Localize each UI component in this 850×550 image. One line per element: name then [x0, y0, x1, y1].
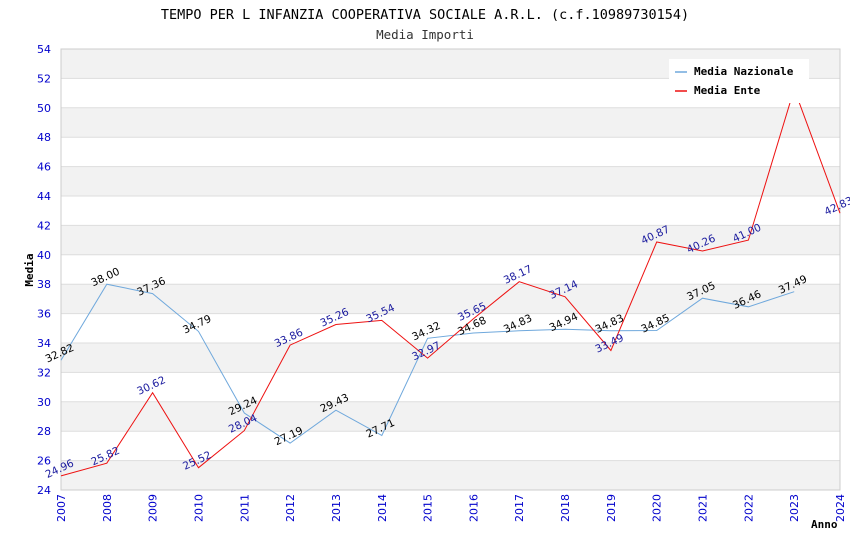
grid-band [61, 225, 840, 255]
series-line-media-ente [60, 87, 841, 477]
y-tick-label: 26 [37, 455, 51, 468]
x-tick-label: 2008 [101, 494, 114, 522]
x-tick-label: 2010 [192, 494, 205, 522]
data-label-nazionale: 34.83 [593, 312, 625, 336]
x-tick-label: 2021 [697, 494, 710, 522]
data-label-nazionale: 34.79 [181, 313, 213, 337]
y-tick-label: 38 [37, 278, 51, 291]
legend-label-ente: Media Ente [694, 84, 761, 97]
y-tick-label: 32 [37, 366, 51, 379]
x-axis-ticks: 2007 2008 2009 2010 2011 2012 2013 2014 2015 2016… [55, 494, 847, 522]
x-tick-label: 2024 [834, 494, 847, 522]
x-tick-label: 2015 [422, 494, 435, 522]
y-tick-label: 34 [37, 337, 51, 350]
x-tick-label: 2016 [467, 494, 480, 522]
y-tick-label: 40 [37, 249, 51, 262]
grid-band [61, 166, 840, 196]
grid-band [61, 107, 840, 138]
x-tick-label: 2023 [788, 494, 801, 522]
grid-band [61, 343, 840, 373]
x-tick-label: 2018 [559, 494, 572, 522]
series-line-media-nazionale [60, 283, 795, 444]
x-tick-label: 2022 [742, 494, 755, 522]
y-axis-label: Media [23, 253, 36, 286]
data-label-nazionale: 34.83 [502, 312, 534, 336]
x-tick-label: 2019 [605, 494, 618, 522]
legend-label-nazionale: Media Nazionale [694, 65, 794, 78]
y-tick-label: 52 [37, 72, 51, 85]
grid-band [61, 460, 840, 490]
x-tick-label: 2009 [147, 494, 160, 522]
x-tick-label: 2014 [376, 494, 389, 522]
y-tick-label: 48 [37, 131, 51, 144]
x-tick-label: 2007 [55, 494, 68, 522]
chart-title: TEMPO PER L INFANZIA COOPERATIVA SOCIALE… [161, 7, 689, 23]
data-label-nazionale: 34.32 [410, 320, 442, 344]
y-tick-label: 50 [37, 102, 51, 115]
y-tick-label: 54 [37, 43, 51, 56]
x-tick-label: 2020 [651, 494, 664, 522]
grid-band [61, 284, 840, 314]
y-tick-label: 36 [37, 308, 51, 321]
grid-band [61, 401, 840, 432]
x-tick-label: 2012 [284, 494, 297, 522]
data-label-nazionale: 34.85 [639, 312, 671, 336]
grid-lines [61, 48, 840, 491]
y-tick-label: 24 [37, 484, 51, 497]
x-tick-label: 2017 [513, 494, 526, 522]
chart-subtitle: Media Importi [376, 27, 474, 42]
y-tick-label: 30 [37, 396, 51, 409]
series-lines [60, 87, 841, 477]
x-tick-label: 2013 [330, 494, 343, 522]
y-axis-ticks: 24 26 28 30 32 34 36 38 40 42 44 46 48 50 52 54 [37, 43, 51, 497]
grid-bands [61, 49, 840, 490]
legend-background [669, 59, 809, 103]
x-axis-label: Anno [811, 518, 838, 531]
plot-frame [60, 48, 841, 491]
legend: Media Nazionale Media Ente [669, 59, 809, 103]
y-tick-label: 28 [37, 425, 51, 438]
data-label-ente: 42.83 [823, 195, 850, 219]
y-tick-label: 44 [37, 190, 51, 203]
y-tick-label: 46 [37, 161, 51, 174]
x-tick-label: 2011 [238, 494, 251, 522]
y-tick-label: 42 [37, 219, 51, 232]
